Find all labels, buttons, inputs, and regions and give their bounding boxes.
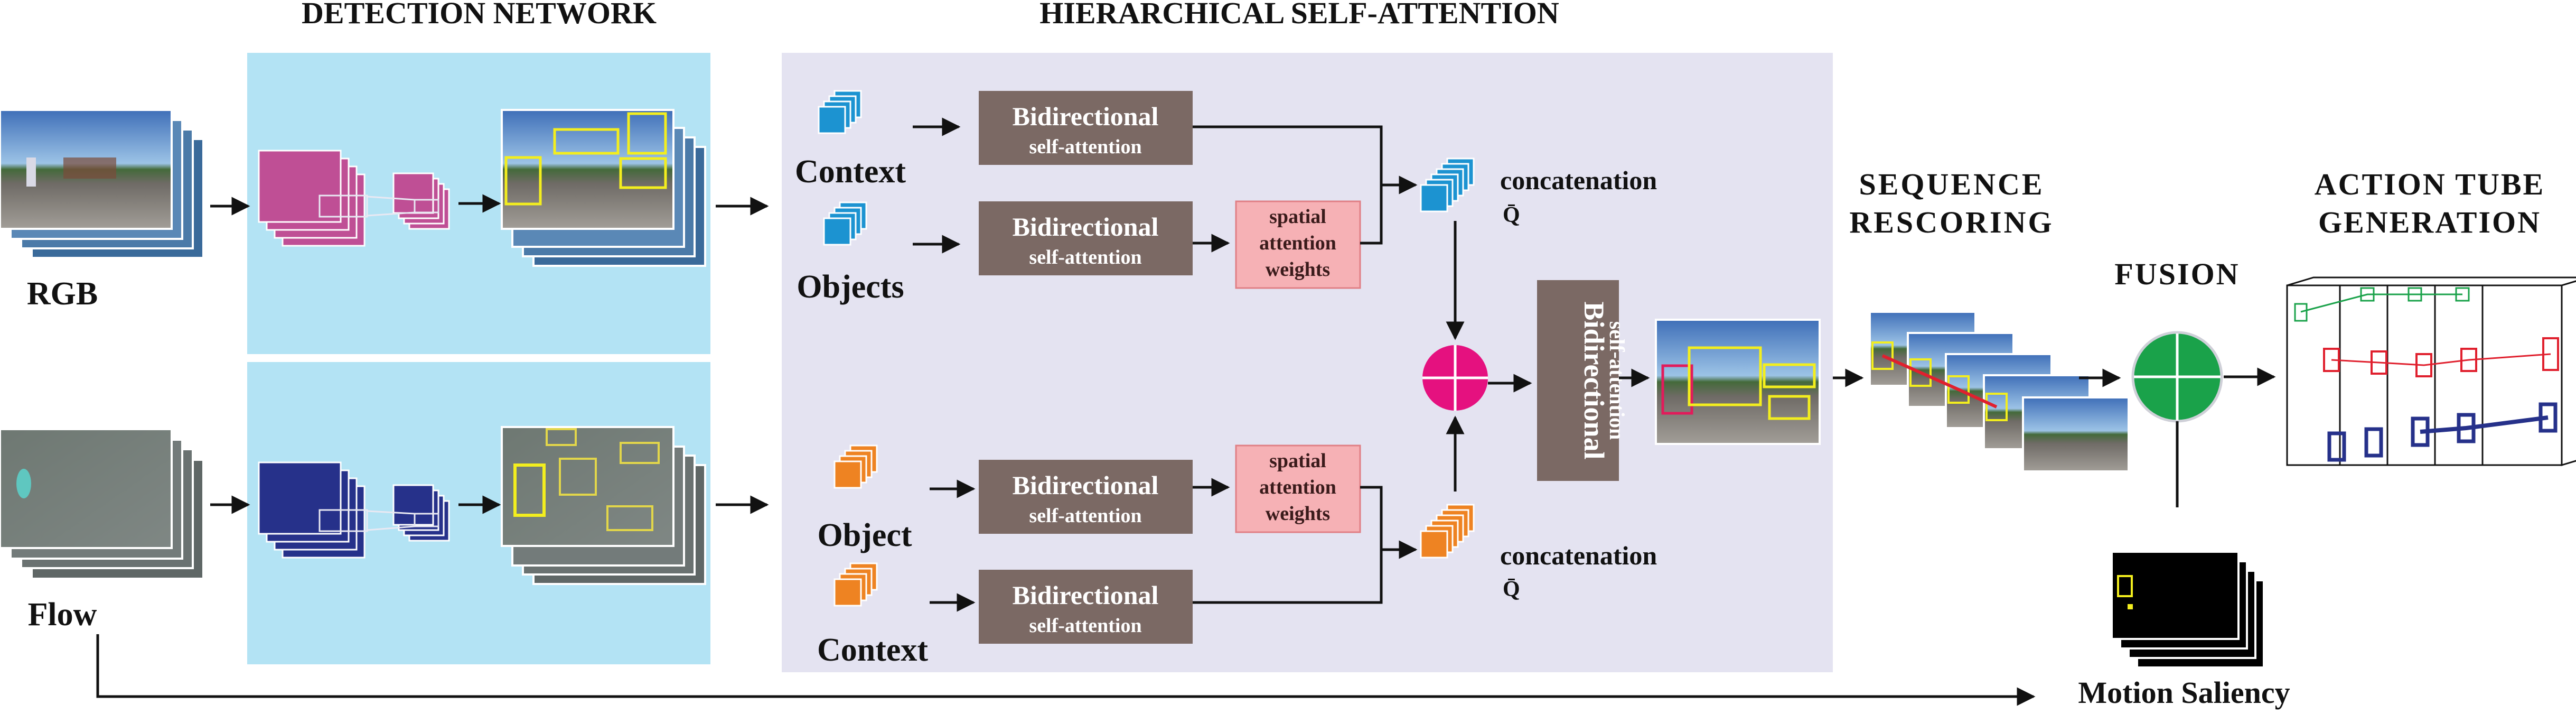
rgb-detection-output bbox=[501, 109, 706, 267]
rgb-context-label: Context bbox=[795, 154, 906, 190]
bidir-title: Bidirectional bbox=[1013, 212, 1159, 242]
line-flow-context-merge bbox=[1193, 486, 1383, 604]
bidir-vertical-title: Bidirectional bbox=[1578, 301, 1610, 459]
bidir-vertical-subtitle: self-attention bbox=[1605, 321, 1629, 440]
attended-output-frame bbox=[1655, 319, 1821, 445]
spatial-line1: spatial bbox=[1269, 450, 1326, 472]
flow-detection-output bbox=[501, 426, 706, 585]
flow-spatial-weights-block: spatial attention weights bbox=[1235, 444, 1361, 533]
flow-feature-maps bbox=[258, 461, 450, 559]
rgb-label: RGB bbox=[27, 276, 98, 312]
fusion-node-icon bbox=[2131, 331, 2223, 423]
rgb-objects-bidir-block: Bidirectional self-attention bbox=[979, 201, 1193, 275]
detection-network-title: DETECTION NETWORK bbox=[302, 0, 657, 30]
combine-plus-icon bbox=[1422, 345, 1488, 411]
spatial-line1: spatial bbox=[1269, 206, 1326, 228]
flow-object-label: Object bbox=[817, 517, 912, 553]
rgb-context-bidir-block: Bidirectional self-attention bbox=[979, 91, 1193, 165]
flow-object-cube-icon bbox=[833, 444, 878, 489]
action-tube-title-1: ACTION TUBE bbox=[2315, 167, 2545, 201]
flow-context-bidir-block: Bidirectional self-attention bbox=[979, 570, 1193, 644]
rescoring-frame-stack bbox=[1869, 311, 2130, 472]
hierarchical-attention-title: HIERARCHICAL SELF-ATTENTION bbox=[1039, 0, 1559, 30]
flow-frame-stack bbox=[0, 428, 204, 580]
bidir-title: Bidirectional bbox=[1013, 580, 1159, 610]
flow-concat-symbol: Q̄ bbox=[1503, 577, 1520, 601]
sequence-rescoring-title-2: RESCORING bbox=[1849, 205, 2054, 239]
bidir-title: Bidirectional bbox=[1013, 101, 1159, 131]
fusion-bidir-block: Bidirectional self-attention bbox=[1537, 280, 1629, 481]
rgb-frame-stack bbox=[0, 109, 204, 259]
rgb-objects-cube-icon bbox=[823, 201, 867, 246]
sequence-rescoring-title-1: SEQUENCE bbox=[1859, 167, 2044, 201]
bidir-subtitle: self-attention bbox=[1029, 505, 1141, 527]
bidir-subtitle: self-attention bbox=[1029, 615, 1141, 637]
bidir-subtitle: self-attention bbox=[1029, 246, 1141, 268]
rgb-spatial-weights-block: spatial attention weights bbox=[1235, 200, 1361, 289]
rgb-context-cube-icon bbox=[818, 90, 862, 134]
motion-saliency-stack bbox=[2111, 551, 2265, 669]
spatial-line3: weights bbox=[1266, 258, 1330, 281]
rgb-feature-maps bbox=[258, 150, 450, 247]
arrow-flow-to-motion-saliency bbox=[96, 634, 2036, 706]
rgb-objects-label: Objects bbox=[797, 269, 904, 305]
flow-label: Flow bbox=[28, 597, 97, 633]
fusion-title: FUSION bbox=[2114, 257, 2240, 291]
flow-context-cube-icon bbox=[833, 562, 878, 607]
bidir-subtitle: self-attention bbox=[1029, 136, 1141, 158]
spatial-line3: weights bbox=[1266, 503, 1330, 525]
motion-saliency-label: Motion Saliency bbox=[2078, 675, 2290, 710]
action-tube-frames bbox=[2286, 276, 2576, 467]
flow-concat-label: concatenation bbox=[1500, 541, 1657, 570]
rgb-concat-symbol: Q̄ bbox=[1503, 203, 1520, 227]
rgb-concat-label: concatenation bbox=[1500, 165, 1657, 195]
flow-object-bidir-block: Bidirectional self-attention bbox=[979, 460, 1193, 534]
spatial-line2: attention bbox=[1259, 232, 1336, 254]
rgb-concat-cube-icon bbox=[1420, 157, 1475, 212]
action-tube-title-2: GENERATION bbox=[2318, 205, 2541, 239]
flow-context-label: Context bbox=[817, 632, 928, 668]
spatial-line2: attention bbox=[1259, 476, 1336, 498]
flow-concat-cube-icon bbox=[1420, 504, 1475, 559]
bidir-title: Bidirectional bbox=[1013, 470, 1159, 500]
